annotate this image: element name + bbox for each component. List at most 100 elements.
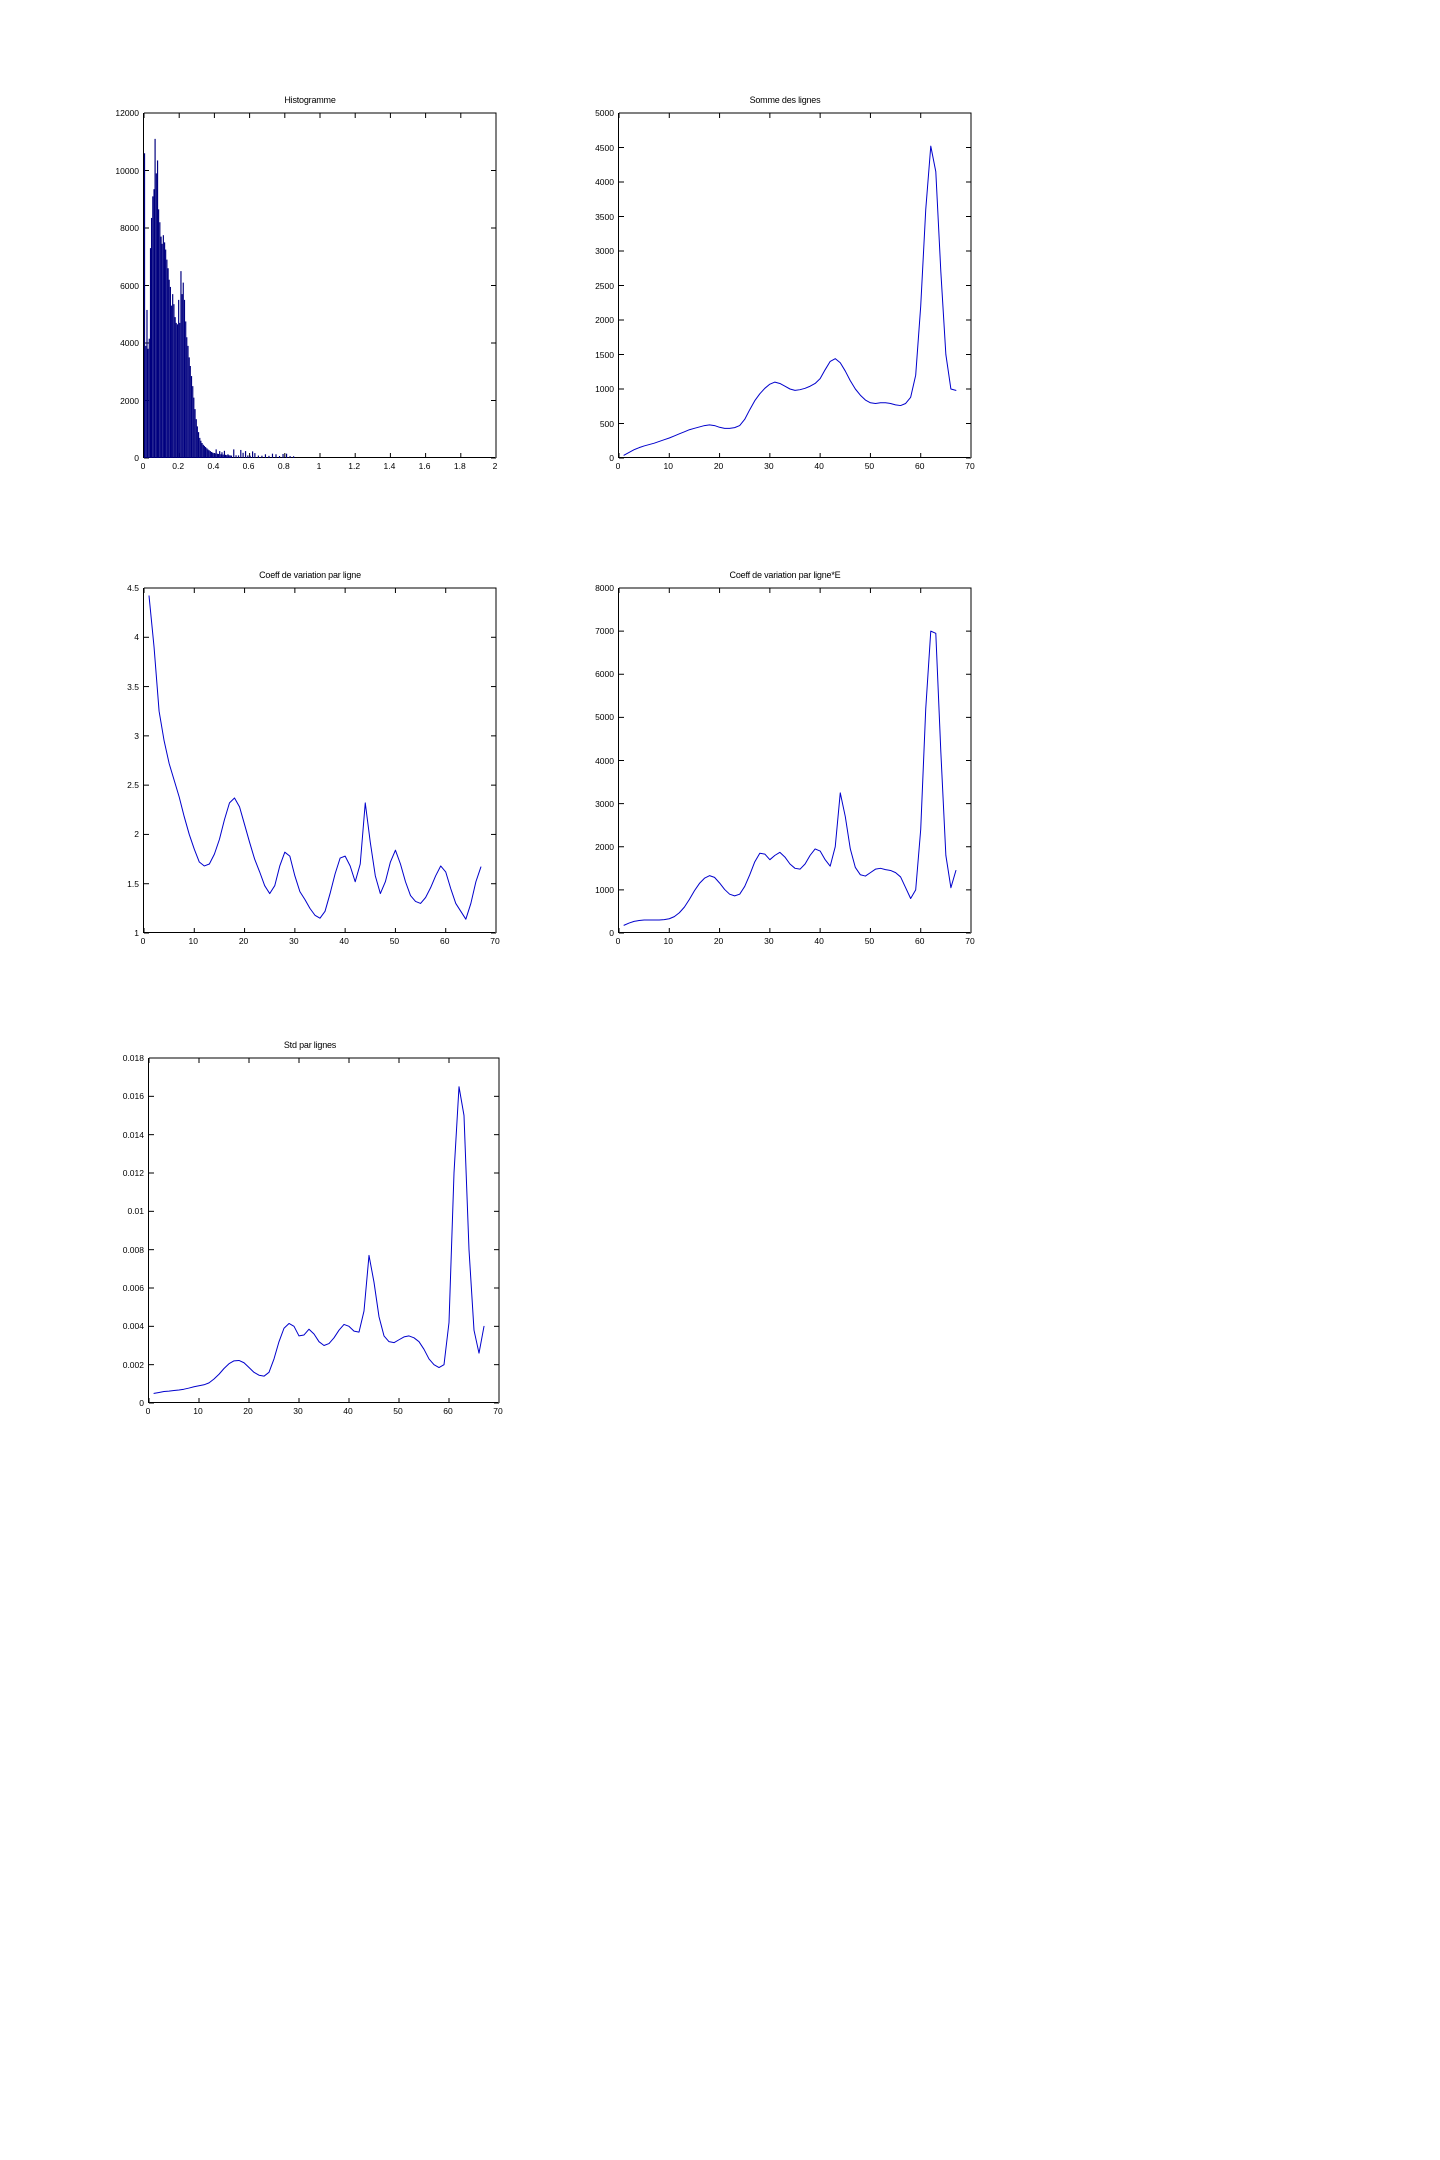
y-tick-label: 0.004	[122, 1321, 144, 1332]
histogram-bar	[187, 345, 189, 458]
plot-canvas-std-par-lignes	[148, 1057, 500, 1404]
x-tick-label: 1.2	[348, 461, 361, 471]
histogram-bar	[185, 321, 187, 458]
histogram-bar	[159, 222, 161, 458]
histogram-bar	[195, 419, 197, 458]
y-tick-label: 0.012	[122, 1168, 144, 1178]
x-tick-label: 0.6	[242, 461, 255, 471]
x-tick-label: 50	[389, 936, 400, 946]
figure-histogramme: Histogramme 0 0.2 0.4 0.6 0.8 1 1.2 1.4 1.6 1.8 2 0…	[110, 95, 510, 475]
histogram-bar	[213, 453, 215, 458]
histogram-bar	[268, 455, 270, 458]
figure-somme-des-lignes: Somme des lignes 0 10 20 30 40 50 60 70 0 500 1000…	[585, 95, 985, 475]
x-tick-label: 70	[965, 936, 975, 946]
histogram-bar	[214, 453, 216, 458]
y-tick-label: 3.5	[127, 681, 139, 692]
y-tick-label: 2.5	[127, 780, 139, 791]
y-tick-label: 4000	[595, 755, 614, 766]
y-tick-label: 0	[609, 453, 614, 463]
histogram-bar	[205, 447, 207, 458]
histogram-bar	[189, 366, 191, 458]
histogram-bar	[224, 454, 227, 458]
histogram-bar	[171, 305, 173, 458]
histogram-bar	[289, 456, 291, 458]
x-tick-label: 60	[914, 936, 925, 946]
histogram-bar	[209, 451, 211, 458]
histogram-bar	[149, 248, 152, 458]
y-tick-label: 6000	[595, 669, 614, 680]
histogram-bar	[240, 449, 242, 458]
histogram-bar	[208, 450, 210, 458]
x-tick-label: 40	[339, 936, 349, 946]
y-tick-label: 0.008	[122, 1244, 144, 1255]
x-tick-label: 60	[914, 461, 925, 471]
y-tick-label: 4000	[120, 338, 139, 348]
histogram-bar	[172, 294, 174, 458]
figure-std-par-lignes: Std par lignes 0 10 20 30 40 50 60 70 0 0.002 0.00…	[110, 1040, 510, 1420]
histogram-bar	[165, 249, 167, 458]
plot-axes-std-par-lignes	[148, 1057, 500, 1404]
histogram-bar	[192, 386, 194, 458]
histogram-bar	[237, 455, 240, 458]
figure-title-somme-des-lignes: Somme des lignes	[749, 95, 821, 105]
histogram-bar	[210, 451, 212, 458]
x-tick-label: 70	[493, 1406, 503, 1416]
axes-frame	[144, 587, 497, 933]
histogram-bar	[156, 160, 159, 458]
x-tick-label: 20	[238, 936, 249, 946]
data-line-coeff-de-variation-par-ligne	[148, 595, 482, 920]
x-tick-label: 30	[289, 936, 299, 946]
histogram-bar	[166, 259, 168, 458]
x-tick-label: 50	[393, 1406, 403, 1416]
histogram-bar	[201, 443, 203, 458]
histogram-bar	[271, 453, 274, 458]
x-tick-label: 20	[713, 936, 724, 946]
axes-frame	[144, 112, 497, 458]
y-tick-label: 2	[134, 829, 139, 840]
x-tick-label: 70	[965, 461, 975, 471]
y-tick-label: 7000	[595, 626, 614, 637]
histogram-bar	[152, 196, 154, 458]
figure-title-coeff-variation-par-ligne-e: Coeff de variation par ligne*E	[729, 570, 841, 580]
y-tick-label: 4000	[595, 177, 614, 187]
y-tick-label: 0.014	[122, 1129, 144, 1140]
histogram-bar	[220, 454, 222, 458]
x-tick-label: 20	[243, 1406, 253, 1416]
histogram-bar	[223, 450, 226, 458]
histogram-bar	[164, 242, 166, 458]
histogram-bar	[249, 455, 251, 458]
histogram-bar	[252, 451, 254, 458]
histogram-bar	[190, 376, 193, 458]
y-tick-label: 2000	[595, 315, 614, 325]
x-tick-label: 0	[140, 461, 146, 471]
y-tick-label: 8000	[120, 223, 139, 233]
histogram-bar	[227, 454, 229, 458]
histogram-bar	[158, 209, 160, 458]
histogram-bar	[154, 138, 156, 458]
histogram-bar	[175, 322, 177, 458]
x-tick-label: 10	[663, 936, 674, 946]
histogram-bar	[160, 236, 162, 458]
x-tick-label: 10	[193, 1406, 203, 1416]
x-tick-label: 60	[443, 1406, 453, 1416]
plot-canvas-coeff-de-variation-par-ligne	[143, 587, 497, 934]
histogram-bar	[174, 317, 176, 458]
data-line-somme-des-lignes	[623, 145, 957, 456]
y-tick-label: 3500	[595, 211, 614, 222]
x-tick-label: 50	[864, 461, 875, 471]
x-tick-label: 40	[814, 936, 824, 946]
x-tick-label: 20	[713, 461, 724, 471]
histogram-bar	[173, 304, 175, 458]
histogram-bar	[179, 322, 181, 458]
histogram-bar	[235, 455, 237, 458]
plot-axes-coeff-de-variation-par-ligne	[143, 587, 497, 934]
y-tick-label: 0	[134, 453, 139, 463]
histogram-bar	[169, 286, 171, 458]
x-tick-label: 0.8	[277, 461, 290, 471]
plot-canvas-coeff-de-variation-par-ligne-e	[618, 587, 972, 934]
histogram-bar	[203, 445, 205, 458]
x-tick-label: 30	[293, 1406, 303, 1416]
x-tick-label: 10	[188, 936, 199, 946]
figure-title-histogramme: Histogramme	[284, 95, 336, 105]
